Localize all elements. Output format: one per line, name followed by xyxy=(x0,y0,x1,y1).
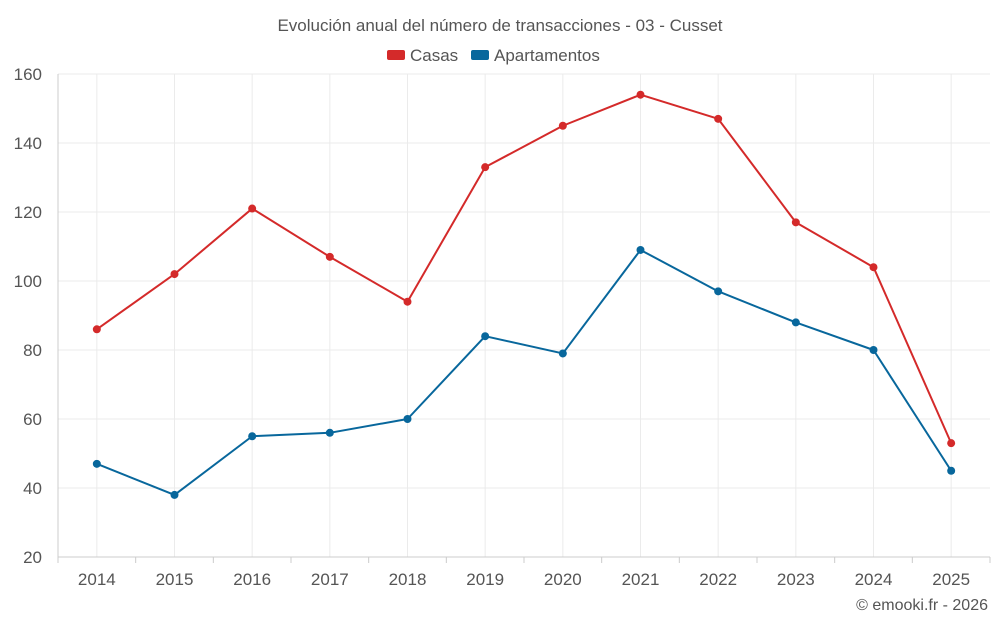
x-tick-label: 2025 xyxy=(932,570,970,589)
grid xyxy=(58,73,990,557)
y-tick-label: 100 xyxy=(14,272,42,291)
x-tick-label: 2023 xyxy=(777,570,815,589)
legend-swatch-apartamentos xyxy=(471,50,489,60)
x-tick-label: 2022 xyxy=(699,570,737,589)
data-point-apartamentos[interactable] xyxy=(403,415,412,423)
legend: Casas Apartamentos xyxy=(387,46,600,65)
x-tick-label: 2020 xyxy=(544,570,582,589)
series xyxy=(92,90,956,499)
data-point-apartamentos[interactable] xyxy=(325,428,334,437)
y-tick-label: 80 xyxy=(23,341,42,360)
chart-title: Evolución anual del número de transaccio… xyxy=(277,16,722,35)
data-point-apartamentos[interactable] xyxy=(947,466,956,475)
data-point-casas[interactable] xyxy=(481,163,490,172)
data-point-casas[interactable] xyxy=(170,270,179,279)
data-point-apartamentos[interactable] xyxy=(636,245,645,254)
legend-label-casas: Casas xyxy=(410,46,458,65)
x-tick-label: 2014 xyxy=(78,570,116,589)
data-point-apartamentos[interactable] xyxy=(791,318,800,327)
y-tick-label: 60 xyxy=(23,410,42,429)
credit-text: © emooki.fr - 2026 xyxy=(856,597,988,614)
data-point-apartamentos[interactable] xyxy=(248,432,257,441)
data-point-casas[interactable] xyxy=(248,204,257,213)
y-tick-label: 20 xyxy=(23,548,42,567)
legend-item-apartamentos[interactable]: Apartamentos xyxy=(471,46,600,65)
y-tick-label: 160 xyxy=(14,65,42,84)
x-tick-label: 2017 xyxy=(311,570,349,589)
data-point-casas[interactable] xyxy=(947,439,956,448)
x-tick-label: 2016 xyxy=(233,570,271,589)
data-point-apartamentos[interactable] xyxy=(714,287,723,296)
legend-item-casas[interactable]: Casas xyxy=(387,46,458,65)
data-point-casas[interactable] xyxy=(791,218,800,227)
data-point-apartamentos[interactable] xyxy=(92,459,101,468)
y-tick-label: 120 xyxy=(14,203,42,222)
series-line-apartamentos xyxy=(96,248,953,496)
data-point-casas[interactable] xyxy=(325,252,334,261)
x-tick-label: 2019 xyxy=(466,570,504,589)
data-point-casas[interactable] xyxy=(558,121,567,130)
data-point-apartamentos[interactable] xyxy=(170,490,179,499)
series-line-casas xyxy=(96,93,953,444)
x-tick-label: 2021 xyxy=(622,570,660,589)
data-point-casas[interactable] xyxy=(714,114,723,123)
data-point-apartamentos[interactable] xyxy=(869,346,878,354)
x-tick-label: 2018 xyxy=(389,570,427,589)
data-point-casas[interactable] xyxy=(92,325,101,334)
x-tick-label: 2024 xyxy=(855,570,893,589)
data-point-apartamentos[interactable] xyxy=(481,332,490,341)
y-tick-label: 140 xyxy=(14,134,42,153)
data-point-casas[interactable] xyxy=(403,297,412,306)
data-point-casas[interactable] xyxy=(869,263,878,272)
axes: 20 40 60 80 100 120 140 160 2014 2015 2016 2017 2018… xyxy=(14,65,991,589)
data-point-casas[interactable] xyxy=(636,90,645,99)
y-tick-label: 40 xyxy=(23,479,42,498)
legend-label-apartamentos: Apartamentos xyxy=(494,46,600,65)
x-tick-label: 2015 xyxy=(156,570,194,589)
data-point-apartamentos[interactable] xyxy=(558,349,567,358)
legend-swatch-casas xyxy=(387,50,405,60)
